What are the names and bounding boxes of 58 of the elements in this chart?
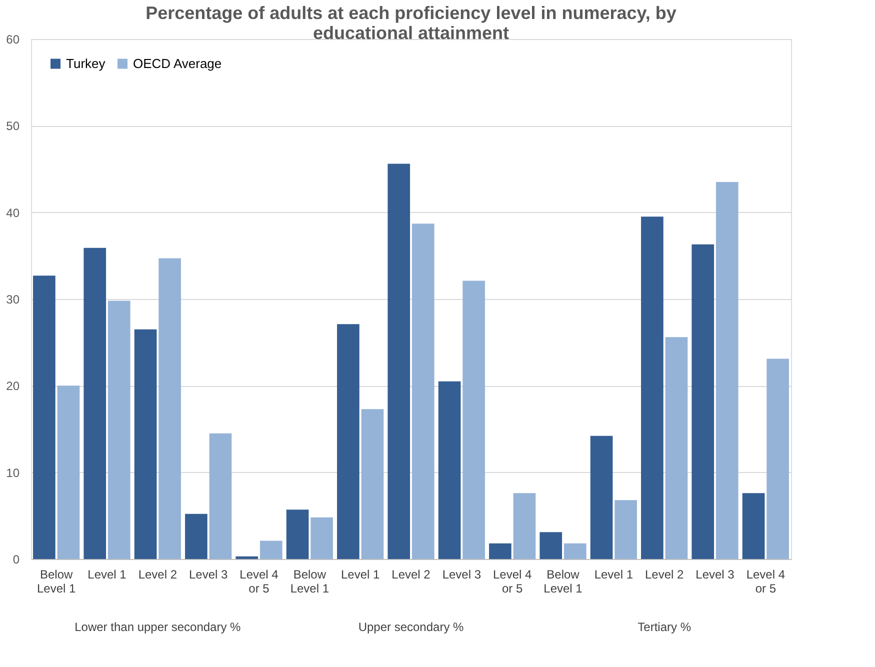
bar: [310, 517, 333, 559]
bar: [590, 436, 613, 559]
bar: [462, 280, 485, 559]
x-tick-label: Level 4 or 5: [746, 568, 786, 596]
bar: [84, 248, 106, 559]
bar: [158, 258, 181, 559]
text: Lower than upper secondary %: [74, 620, 242, 634]
bar: [692, 244, 714, 559]
bar: [742, 493, 765, 559]
x-tick-label: Level 1: [340, 568, 380, 582]
bar: [337, 324, 360, 559]
text: Upper secondary %: [358, 620, 464, 634]
x-tick-label: Below Level 1: [36, 568, 76, 596]
bar: [665, 337, 688, 559]
chart-title: Percentage of adults at each proficiency level in numeracy, by educational attainment: [146, 3, 676, 43]
bar: [134, 329, 157, 559]
bar: [33, 276, 56, 559]
y-tick-label: 10: [6, 466, 20, 480]
bar: [489, 543, 512, 559]
bar: [185, 514, 208, 559]
bar: [716, 182, 738, 559]
bar: [388, 164, 410, 559]
x-tick-label: Level 4 or 5: [240, 568, 279, 596]
bar: [540, 532, 562, 559]
bar: [412, 224, 434, 559]
bar: [209, 433, 232, 559]
y-tick-label: 60: [6, 32, 20, 46]
bar: [614, 500, 637, 559]
x-tick-label: Level 3: [188, 568, 228, 582]
x-tick-label: Level 3: [442, 568, 482, 582]
bar: [564, 543, 586, 559]
x-tick-label: Level 1: [88, 568, 127, 582]
legend-label: Turkey: [66, 56, 106, 71]
text: Tertiary %: [638, 620, 692, 634]
x-tick-label: Level 2: [392, 568, 431, 582]
bar: [108, 300, 130, 559]
bar: [641, 216, 664, 559]
x-tick-label: Below Level 1: [290, 568, 330, 596]
x-tick-label: Below Level 1: [544, 568, 583, 596]
bar: [286, 510, 309, 559]
y-tick-label: 20: [6, 379, 20, 394]
bar: [361, 409, 384, 559]
bar: [260, 540, 282, 559]
x-tick-label: Level 3: [696, 568, 735, 582]
bar: [236, 556, 258, 559]
y-tick-label: 0: [12, 552, 20, 566]
x-tick-label: Level 2: [644, 568, 684, 582]
x-tick-label: Level 4 or 5: [492, 568, 532, 596]
x-tick-label: Level 2: [138, 568, 178, 582]
bar: [438, 381, 461, 559]
x-tick-label: Level 1: [594, 568, 634, 582]
legend-label: OECD Average: [133, 56, 222, 71]
y-tick-label: 30: [6, 292, 20, 306]
y-tick-label: 40: [6, 206, 20, 220]
y-tick-label: 50: [6, 119, 20, 134]
bar: [766, 358, 789, 559]
bar: [57, 386, 80, 559]
bar: [513, 493, 536, 559]
